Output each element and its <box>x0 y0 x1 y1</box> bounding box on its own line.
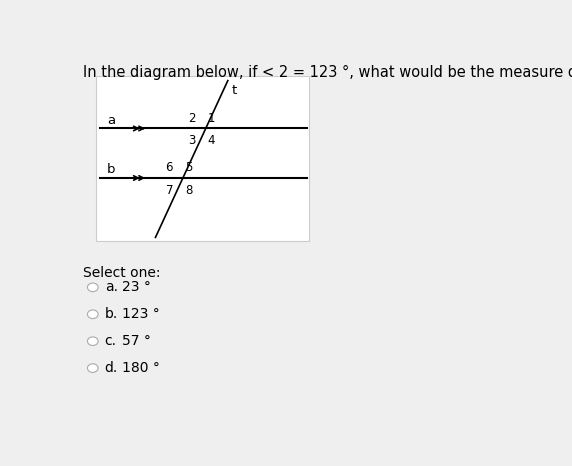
Text: 123 °: 123 ° <box>122 307 160 321</box>
Text: 1: 1 <box>208 111 215 124</box>
Text: 7: 7 <box>166 184 173 197</box>
Text: 5: 5 <box>185 161 192 174</box>
Circle shape <box>88 310 98 319</box>
Text: 8: 8 <box>185 184 192 197</box>
Bar <box>96 75 309 241</box>
Text: In the diagram below, if < 2 = 123 °, what would be the measure of < 7?: In the diagram below, if < 2 = 123 °, wh… <box>82 65 572 80</box>
Text: b.: b. <box>105 307 118 321</box>
Text: 57 °: 57 ° <box>122 334 152 348</box>
Text: Select one:: Select one: <box>82 266 160 280</box>
Text: 180 °: 180 ° <box>122 361 160 375</box>
Text: a.: a. <box>105 281 118 295</box>
Text: 3: 3 <box>189 134 196 147</box>
Text: t: t <box>231 84 237 97</box>
Text: a: a <box>107 114 115 127</box>
Text: d.: d. <box>105 361 118 375</box>
Circle shape <box>88 283 98 292</box>
Circle shape <box>88 364 98 372</box>
Text: 2: 2 <box>188 111 196 124</box>
Text: 23 °: 23 ° <box>122 281 152 295</box>
Circle shape <box>88 337 98 345</box>
Text: b: b <box>107 163 116 176</box>
Text: 4: 4 <box>208 134 215 147</box>
Text: 6: 6 <box>166 161 173 174</box>
Text: c.: c. <box>105 334 117 348</box>
